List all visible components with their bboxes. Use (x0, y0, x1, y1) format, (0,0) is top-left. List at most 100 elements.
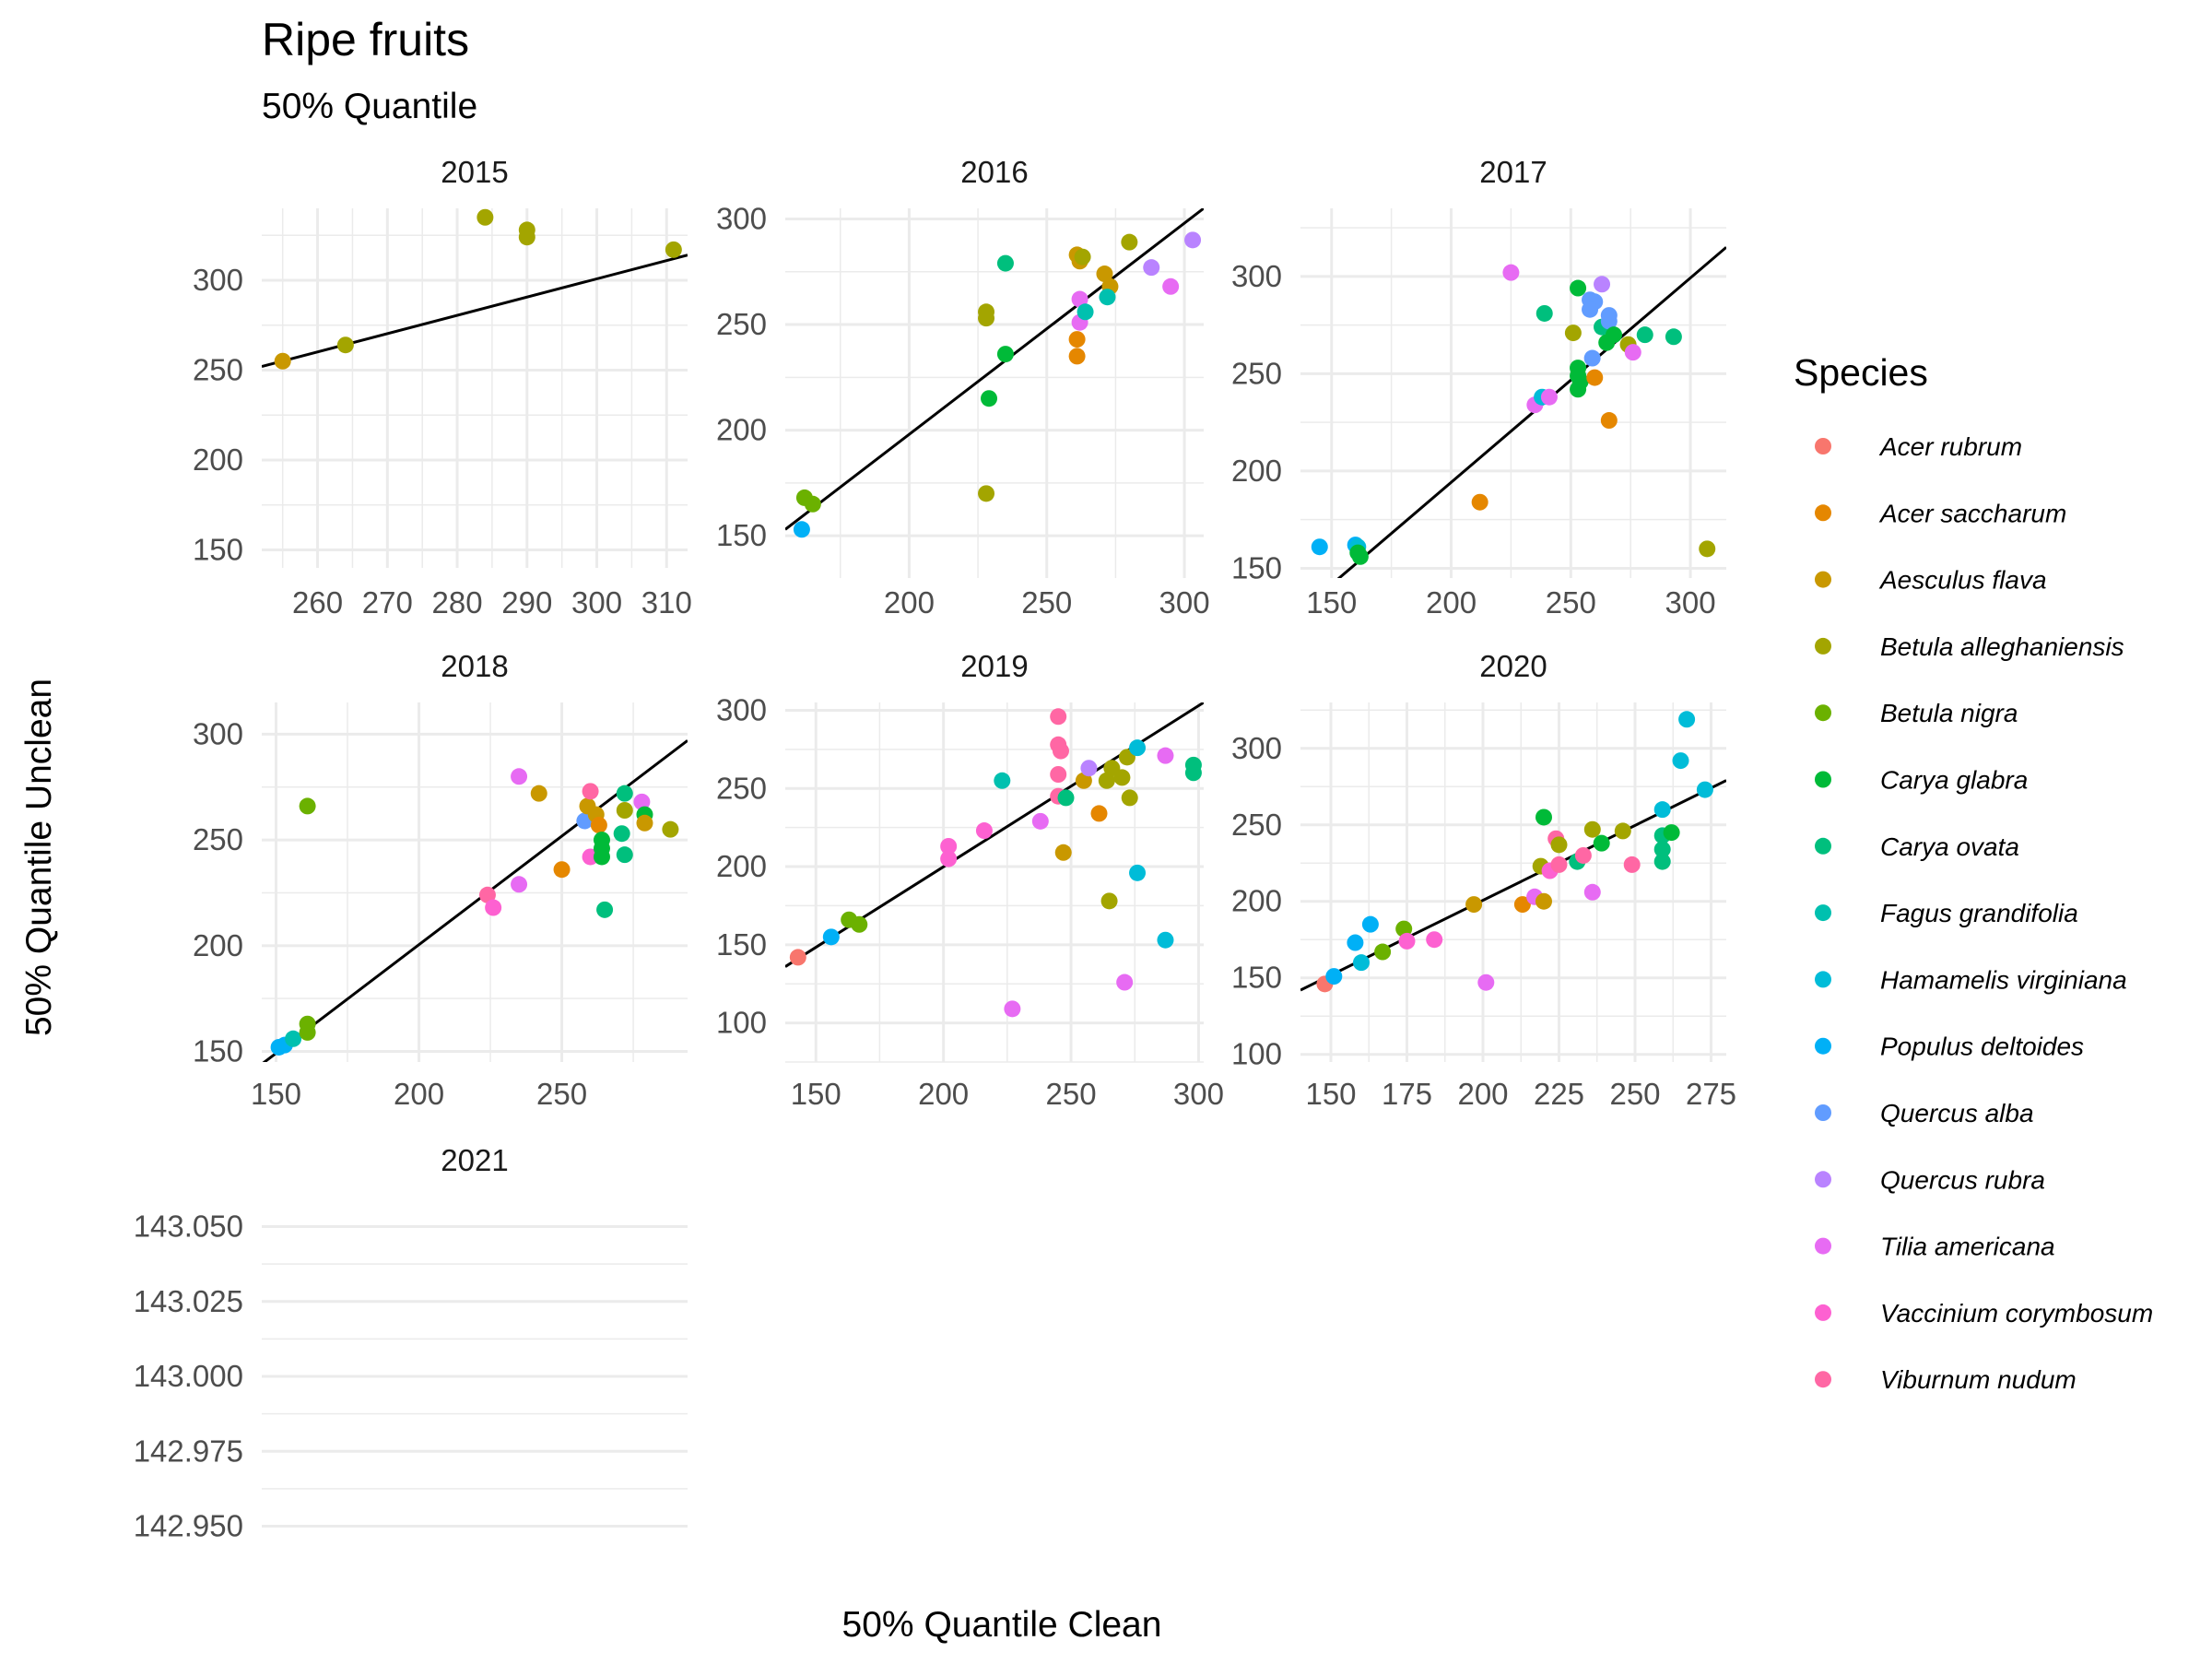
point-hamamelis-virginiana (1129, 739, 1147, 757)
x-tick-label: 280 (432, 585, 483, 620)
panel-2020: 2020 150 175 200 225 250 275 100 150 200 250 300 (1231, 649, 1736, 1111)
point-betula-nigra (851, 915, 868, 933)
point-tilia-americana (511, 876, 528, 893)
point-carya-ovata (1653, 853, 1671, 870)
legend-label: Tilia americana (1880, 1233, 2055, 1261)
y-tick-label: 300 (1231, 731, 1282, 765)
point-tilia-americana (633, 793, 651, 810)
y-tick-label: 150 (716, 518, 767, 552)
legend-entry: Fagus grandifolia (1815, 899, 2078, 927)
point-betula-alleghaniensis (616, 802, 633, 819)
x-tick-label: 200 (394, 1077, 444, 1111)
regression-line (262, 254, 688, 369)
point-betula-nigra (299, 1023, 316, 1041)
point-fagus-grandifolia (1099, 289, 1116, 306)
x-tick-label: 300 (571, 585, 622, 620)
legend-label: Quercus rubra (1880, 1165, 2045, 1194)
point-quercus-rubra (1594, 276, 1611, 293)
point-viburnum-nudum (1550, 856, 1568, 873)
point-hamamelis-virginiana (1678, 711, 1696, 728)
legend-label: Vaccinium corymbosum (1880, 1299, 2153, 1328)
x-tick-label: 250 (1021, 585, 1072, 620)
point-aesculus-flava (1535, 892, 1552, 910)
point-acer-saccharum (590, 817, 607, 834)
legend-label: Quercus alba (1880, 1099, 2034, 1127)
point-viburnum-nudum (1050, 766, 1067, 783)
point-betula-alleghaniensis (1564, 325, 1582, 342)
point-aesculus-flava (1054, 844, 1072, 861)
legend-label: Betula nigra (1880, 699, 2018, 727)
y-tick-label: 200 (193, 928, 243, 962)
point-carya-glabra (1606, 326, 1623, 344)
y-axis-title: 50% Quantile Unclean (19, 679, 59, 1036)
point-betula-alleghaniensis (1614, 822, 1631, 840)
point-hamamelis-virginiana (1672, 752, 1689, 770)
legend-label: Populus deltoides (1880, 1033, 2084, 1061)
point-betula-alleghaniensis (1583, 820, 1601, 838)
y-tick-label: 100 (716, 1006, 767, 1040)
point-carya-ovata (1636, 326, 1653, 344)
y-tick-label: 150 (1231, 961, 1282, 995)
point-quercus-alba (1600, 313, 1618, 330)
point-populus-deltoides (822, 928, 840, 946)
point-quercus-rubra (1184, 231, 1202, 249)
legend-key (1815, 1037, 1831, 1055)
regression-line (1300, 779, 1726, 992)
x-tick-label: 200 (1426, 585, 1477, 620)
x-tick-label: 225 (1534, 1077, 1584, 1111)
point-acer-rubrum (789, 949, 806, 966)
y-tick-label: 100 (1231, 1037, 1282, 1071)
x-tick-label: 300 (1173, 1077, 1224, 1111)
legend-title: Species (1794, 351, 1928, 394)
legend-entry: Quercus rubra (1815, 1165, 2045, 1194)
point-aesculus-flava (274, 352, 291, 370)
y-tick-label: 300 (1231, 259, 1282, 293)
legend-entry: Viburnum nudum (1815, 1365, 2077, 1394)
legend-entry: Carya glabra (1815, 766, 2028, 795)
x-tick-label: 250 (1046, 1077, 1097, 1111)
point-carya-ovata (1653, 841, 1671, 858)
y-tick-label: 200 (193, 443, 243, 477)
point-viburnum-nudum (582, 783, 599, 800)
point-vaccinium-corymbosum (940, 850, 958, 867)
point-betula-alleghaniensis (1121, 789, 1138, 807)
legend-label: Carya glabra (1880, 766, 2028, 795)
point-populus-deltoides (1347, 934, 1364, 951)
point-hamamelis-virginiana (1353, 954, 1370, 972)
x-tick-label: 250 (1609, 1077, 1660, 1111)
panel-strip-label: 2021 (441, 1143, 508, 1177)
point-hamamelis-virginiana (1129, 864, 1147, 881)
panel-2017: 2017 150 200 250 300 150 200 250 300 (1231, 155, 1726, 620)
point-betula-alleghaniensis (978, 310, 995, 327)
point-tilia-americana (1116, 974, 1134, 991)
legend-label: Acer rubrum (1878, 432, 2022, 461)
point-tilia-americana (1071, 290, 1088, 308)
legend-label: Aesculus flava (1878, 566, 2047, 595)
panel-2018: 2018 150 200 250 150 200 250 300 (193, 649, 688, 1111)
point-tilia-americana (511, 768, 528, 785)
x-tick-label: 150 (1306, 585, 1357, 620)
legend-key (1815, 1104, 1831, 1121)
point-carya-glabra (1570, 279, 1587, 297)
point-betula-alleghaniensis (978, 485, 995, 502)
legend-key (1815, 1304, 1831, 1321)
y-tick-label: 143.050 (134, 1210, 243, 1244)
point-carya-glabra (1663, 824, 1680, 842)
point-vaccinium-corymbosum (1426, 931, 1443, 949)
panel-2021: 2021 142.950 142.975 143.000 143.025 143.050 (134, 1143, 688, 1543)
point-aesculus-flava (1096, 266, 1113, 283)
point-aesculus-flava (1465, 896, 1483, 914)
y-tick-label: 250 (716, 771, 767, 805)
panel-strip-label: 2017 (1479, 155, 1547, 189)
chart-title: Ripe fruits (262, 14, 469, 65)
point-carya-ovata (596, 901, 614, 918)
point-betula-alleghaniensis (1100, 892, 1118, 910)
point-betula-alleghaniensis (1113, 769, 1131, 786)
legend-entry: Quercus alba (1815, 1099, 2034, 1127)
point-betula-alleghaniensis (662, 820, 679, 838)
point-viburnum-nudum (478, 886, 496, 903)
y-tick-label: 300 (193, 263, 243, 297)
x-tick-label: 290 (501, 585, 552, 620)
y-tick-label: 300 (193, 716, 243, 750)
